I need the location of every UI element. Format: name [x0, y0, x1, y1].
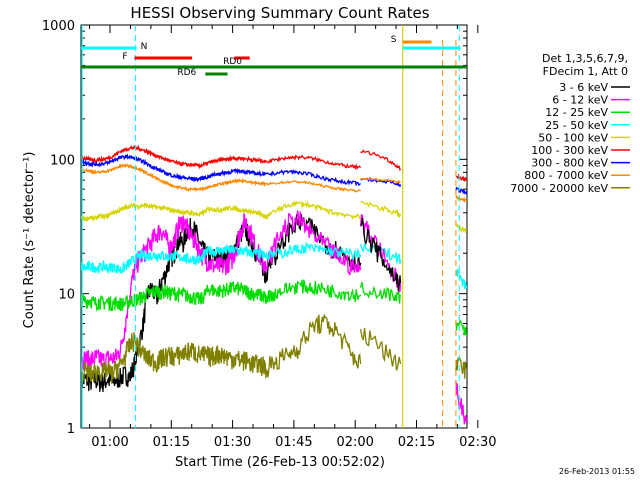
- x-tick-label: 02:15: [398, 435, 435, 450]
- series-s12_25-extra14: [455, 320, 467, 337]
- y-tick-label: 100: [50, 153, 75, 168]
- plot-frame: [80, 24, 468, 429]
- series-group: [81, 144, 467, 425]
- legend-entry-label: 25 - 50 keV: [545, 119, 608, 132]
- series-s25_50-seg1: [264, 241, 362, 261]
- series-s800_7000-seg1: [265, 179, 361, 193]
- series-s25_50-extra13: [455, 268, 467, 289]
- x-tick-label: 02:30: [459, 435, 496, 450]
- series-s50_100-extra3: [360, 200, 402, 219]
- series-s7000_20000-extra8: [359, 327, 402, 371]
- flag-label-rd6: RD6: [177, 68, 196, 78]
- series-s300_800-extra10: [455, 186, 467, 196]
- y-tick-label: 1: [67, 422, 75, 437]
- x-axis-label: Start Time (26-Feb-13 00:52:02): [175, 455, 385, 470]
- series-s50_100-seg1: [264, 200, 362, 221]
- legend-entry-label: 12 - 25 keV: [545, 106, 608, 119]
- series-s7000_20000-seg1: [264, 314, 362, 379]
- legend-entry-label: 7000 - 20000 keV: [510, 182, 608, 195]
- series-s6_12-seg0: [81, 212, 266, 371]
- series-s7000_20000-seg0: [81, 332, 266, 385]
- series-s3_6-extra7: [360, 217, 402, 291]
- series-s800_7000-extra11: [455, 195, 467, 204]
- series-s300_800-seg0: [81, 153, 266, 183]
- y-tick-label: 10: [58, 288, 75, 303]
- series-s12_25-extra5: [359, 281, 402, 304]
- chart-title: HESSI Observing Summary Count Rates: [130, 4, 429, 22]
- series-s100_300-seg0: [81, 144, 266, 170]
- plot-area: 1 10 100 1000 01:00 01:15 01:30 01:45 02:00 02:15…: [42, 19, 497, 450]
- series-s6_12-extra15: [455, 380, 467, 425]
- series-s50_100-seg0: [81, 202, 266, 223]
- x-tick-label: 01:45: [275, 435, 312, 450]
- legend-entry-label: 300 - 800 keV: [531, 157, 608, 170]
- x-tick-label: 01:15: [153, 435, 190, 450]
- x-tick-label: 01:00: [91, 435, 128, 450]
- flag-label-n: N: [141, 42, 148, 52]
- series-s100_300-extra9: [455, 173, 467, 183]
- series-s12_25-seg0: [81, 280, 266, 312]
- y-axis-label: Count Rate (s⁻¹ detector⁻¹): [22, 152, 37, 329]
- series-s25_50-seg0: [81, 244, 266, 275]
- flag-label-f: F: [122, 52, 127, 62]
- y-tick-label: 1000: [42, 19, 75, 34]
- x-tick-label: 02:00: [336, 435, 373, 450]
- legend-entry-label: 6 - 12 keV: [552, 94, 608, 107]
- legend-entry-label: 800 - 7000 keV: [524, 169, 608, 182]
- legend-entry-label: 3 - 6 keV: [559, 81, 608, 94]
- series-s800_7000-extra2: [360, 177, 401, 185]
- legend: Det 1,3,5,6,7,9,FDecim 1, Att 0 3 - 6 keV…: [510, 52, 630, 195]
- legend-header-line: Det 1,3,5,6,7,9,: [542, 52, 628, 65]
- x-tick-label: 01:30: [214, 435, 251, 450]
- series-s12_25-seg1: [264, 279, 362, 305]
- series-s6_12-seg1: [264, 210, 362, 276]
- flag-label-rd0: RD0: [223, 57, 242, 67]
- series-s7000_20000-extra16: [455, 354, 467, 379]
- series-s300_800-seg1: [264, 168, 361, 187]
- legend-entry-label: 100 - 300 keV: [531, 144, 608, 157]
- series-s25_50-extra4: [359, 243, 402, 265]
- flag-label-s: S: [391, 35, 397, 45]
- legend-entry-label: 50 - 100 keV: [538, 131, 608, 144]
- timestamp: 26-Feb-2013 01:55: [559, 467, 635, 476]
- legend-header-line: FDecim 1, Att 0: [543, 65, 628, 78]
- series-s100_300-seg1: [264, 154, 362, 171]
- series-s800_7000-seg0: [81, 163, 266, 193]
- series-s50_100-extra12: [455, 223, 467, 234]
- series-s100_300-extra0: [360, 149, 402, 172]
